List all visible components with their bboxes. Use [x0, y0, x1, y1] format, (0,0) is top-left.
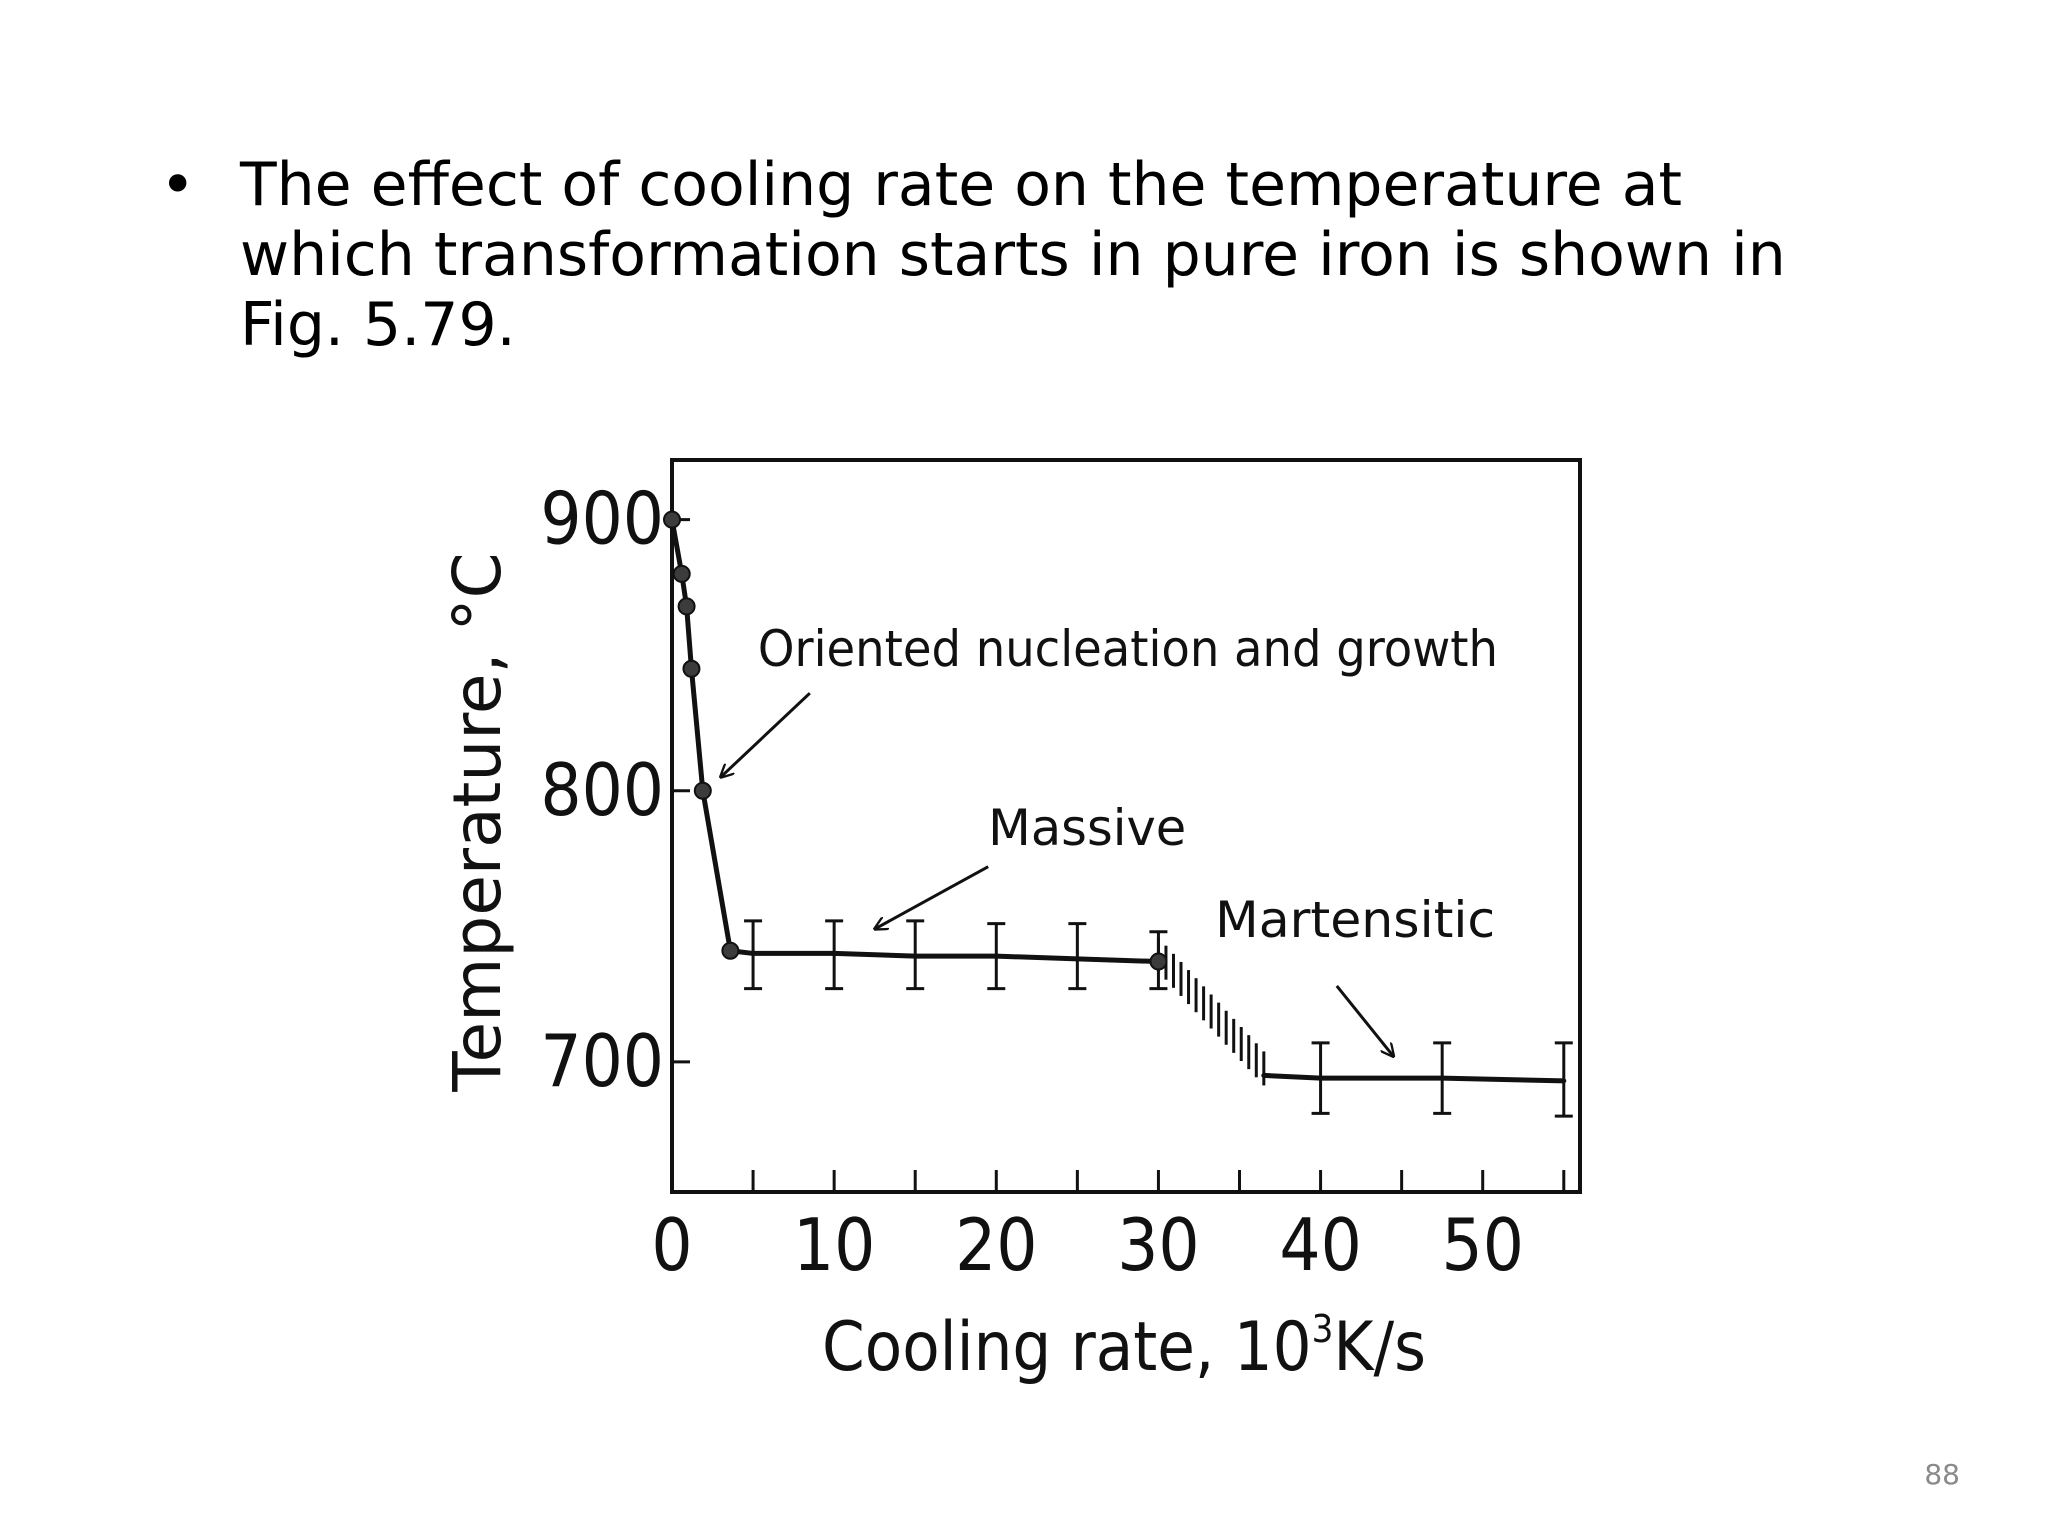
- x-axis-ticks: [751, 1170, 1566, 1192]
- y-tick-label-700: 700: [540, 1019, 664, 1103]
- bullet-text: The effect of cooling rate on the temper…: [240, 150, 1786, 360]
- x-tick-label-10: 10: [793, 1203, 875, 1287]
- x-tick-label-50: 50: [1442, 1203, 1524, 1287]
- error-bar-2: [906, 919, 925, 991]
- marker-3: [682, 659, 701, 678]
- error-bar-6: [1311, 1041, 1330, 1115]
- error-bar-0: [744, 919, 763, 991]
- x-tick-label-30: 30: [1117, 1203, 1199, 1287]
- y-axis-label: Temperature, °C: [439, 552, 516, 1092]
- x-tick-label-20: 20: [955, 1203, 1037, 1287]
- y-tick-label-900: 900: [540, 477, 664, 561]
- annotation-arrow-1: [875, 865, 989, 929]
- error-bars: [744, 919, 1573, 1118]
- plot-frame: [670, 458, 1582, 1194]
- y-tick-label-800: 800: [540, 748, 664, 832]
- x-tick-label-0: 0: [651, 1203, 692, 1287]
- marker-2: [677, 597, 696, 616]
- error-bar-1: [825, 919, 844, 991]
- annotation-arrow-2: [1335, 985, 1394, 1056]
- error-bar-4: [1068, 922, 1087, 991]
- segment-martensitic: [1261, 1072, 1567, 1084]
- error-bar-8: [1554, 1041, 1573, 1118]
- marker-1: [672, 564, 691, 583]
- bullet-dot: •: [160, 150, 196, 220]
- figure-cooling-rate: 0 10 20 30 40 50 900 800 700 Oriented nucleatio…: [420, 440, 1620, 1400]
- x-axis-label: Cooling rate, 103K/s: [822, 1307, 1426, 1387]
- segment-massive: [727, 948, 1161, 965]
- x-tick-label-40: 40: [1279, 1203, 1361, 1287]
- chart-svg: 0 10 20 30 40 50 900 800 700 Oriented nucleatio…: [439, 458, 1582, 1387]
- page-number: 88: [1924, 1458, 1960, 1491]
- segment-oriented: [669, 517, 733, 954]
- annotation-arrow-0: [721, 692, 811, 777]
- annotation-label-1: Massive: [988, 799, 1186, 857]
- marker-6: [1149, 952, 1168, 971]
- y-axis-tick-labels: 900 800 700: [540, 477, 664, 1103]
- data-markers: [663, 510, 1168, 971]
- error-bar-3: [987, 922, 1006, 991]
- annotation-label-0: Oriented nucleation and growth: [758, 620, 1498, 678]
- marker-4: [693, 781, 712, 800]
- marker-0: [663, 510, 681, 529]
- annotation-label-2: Martensitic: [1215, 891, 1495, 949]
- x-axis-tick-labels: 0 10 20 30 40 50: [651, 1203, 1524, 1287]
- error-bar-7: [1433, 1041, 1452, 1115]
- marker-5: [721, 941, 740, 960]
- annotations: Oriented nucleation and growth Massive Mar…: [721, 620, 1498, 1056]
